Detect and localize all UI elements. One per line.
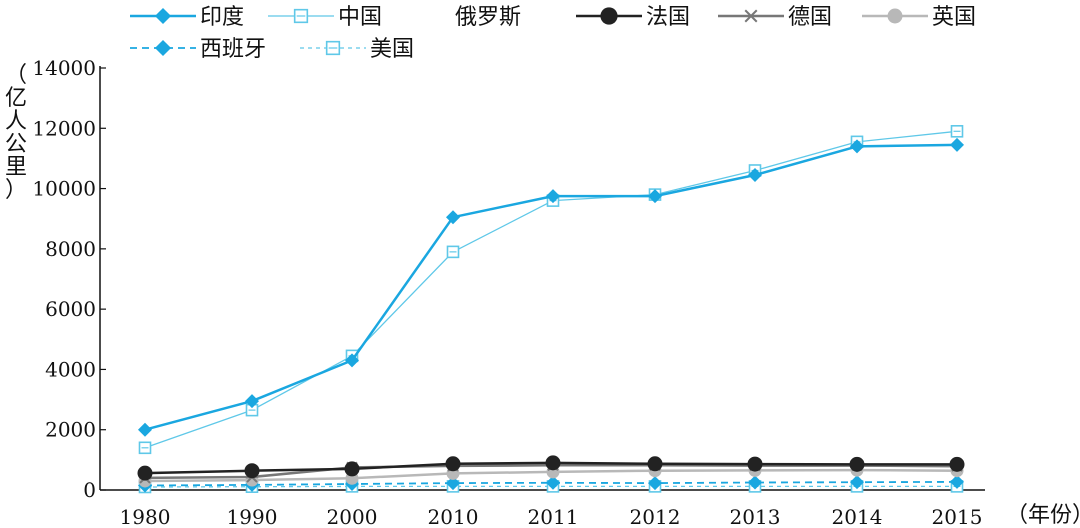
legend-item: 英国 [862, 5, 976, 30]
legend-label: 英国 [932, 5, 976, 30]
data-point [154, 39, 172, 57]
y-axis-label-char: （ [5, 63, 27, 88]
x-tick-label: 2010 [428, 505, 479, 528]
legend-label: 西班牙 [200, 37, 266, 62]
data-point [748, 475, 762, 490]
data-point [546, 475, 560, 490]
legend-label: 中国 [338, 5, 382, 30]
data-point [345, 353, 359, 368]
y-tick-label: 0 [83, 478, 96, 502]
data-point [950, 474, 964, 489]
series [138, 125, 964, 455]
data-point [137, 465, 153, 481]
x-tick-label: 2015 [932, 505, 983, 528]
legend-item: 中国 [268, 5, 382, 30]
y-tick-label: 10000 [32, 177, 96, 201]
data-point [648, 476, 662, 491]
y-tick-label: 12000 [32, 116, 96, 140]
data-point [445, 456, 461, 472]
data-point [648, 189, 662, 204]
x-tick-label: 2012 [630, 505, 681, 528]
legend-label: 美国 [370, 37, 414, 62]
data-point [245, 394, 259, 409]
y-tick-label: 8000 [45, 237, 96, 261]
y-axis-label-char: 亿 [5, 86, 27, 111]
series [138, 137, 964, 437]
data-point [887, 8, 903, 24]
legend-item: 印度 [130, 5, 244, 30]
data-point [849, 456, 865, 472]
legend-label: 法国 [646, 5, 690, 30]
data-point [950, 137, 964, 152]
data-point [138, 422, 152, 437]
x-tick-label: 2013 [730, 505, 781, 528]
series [137, 455, 965, 481]
x-axis-label: （年份） [1006, 503, 1080, 528]
data-point [154, 7, 172, 25]
data-point [747, 456, 763, 472]
data-point [545, 455, 561, 471]
data-point [446, 210, 460, 225]
x-tick-label: 2000 [327, 505, 378, 528]
legend-item: 西班牙 [130, 37, 266, 62]
legend-item: 德国 [718, 5, 832, 30]
data-point [949, 456, 965, 472]
data-point [850, 139, 864, 154]
legend-item: 美国 [300, 37, 414, 62]
y-tick-label: 14000 [32, 56, 96, 80]
data-point [850, 475, 864, 490]
series-group [137, 125, 965, 494]
y-tick-label: 6000 [45, 297, 96, 321]
data-point [748, 168, 762, 183]
data-point [600, 7, 618, 25]
legend-item: 法国 [576, 5, 690, 30]
series-line [144, 130, 958, 449]
data-point [244, 463, 260, 479]
y-tick-label: 2000 [45, 418, 96, 442]
data-point [744, 9, 758, 23]
legend-item: 俄罗斯 [455, 5, 521, 30]
x-tick-label: 1980 [120, 505, 171, 528]
legend-label: 印度 [200, 5, 244, 30]
data-point [446, 476, 460, 491]
data-point [344, 461, 360, 477]
y-axis-label-char: 里 [5, 155, 27, 180]
x-tick-label: 1990 [227, 505, 278, 528]
x-tick-label: 2011 [528, 505, 579, 528]
legend-label: 德国 [788, 5, 832, 30]
y-axis-label-char: ） [5, 178, 27, 203]
data-point [546, 189, 560, 204]
data-point [647, 456, 663, 472]
legend-label: 俄罗斯 [455, 5, 521, 30]
y-tick-label: 4000 [45, 357, 96, 381]
axes: 0 2000 4000 6000 8000 10000 12000 14000 1980 1990… [32, 56, 985, 528]
y-axis-label-char: 公 [5, 132, 27, 157]
y-axis-label-char: 人 [5, 109, 27, 134]
series-line [144, 143, 958, 431]
x-tick-label: 2014 [832, 505, 883, 528]
